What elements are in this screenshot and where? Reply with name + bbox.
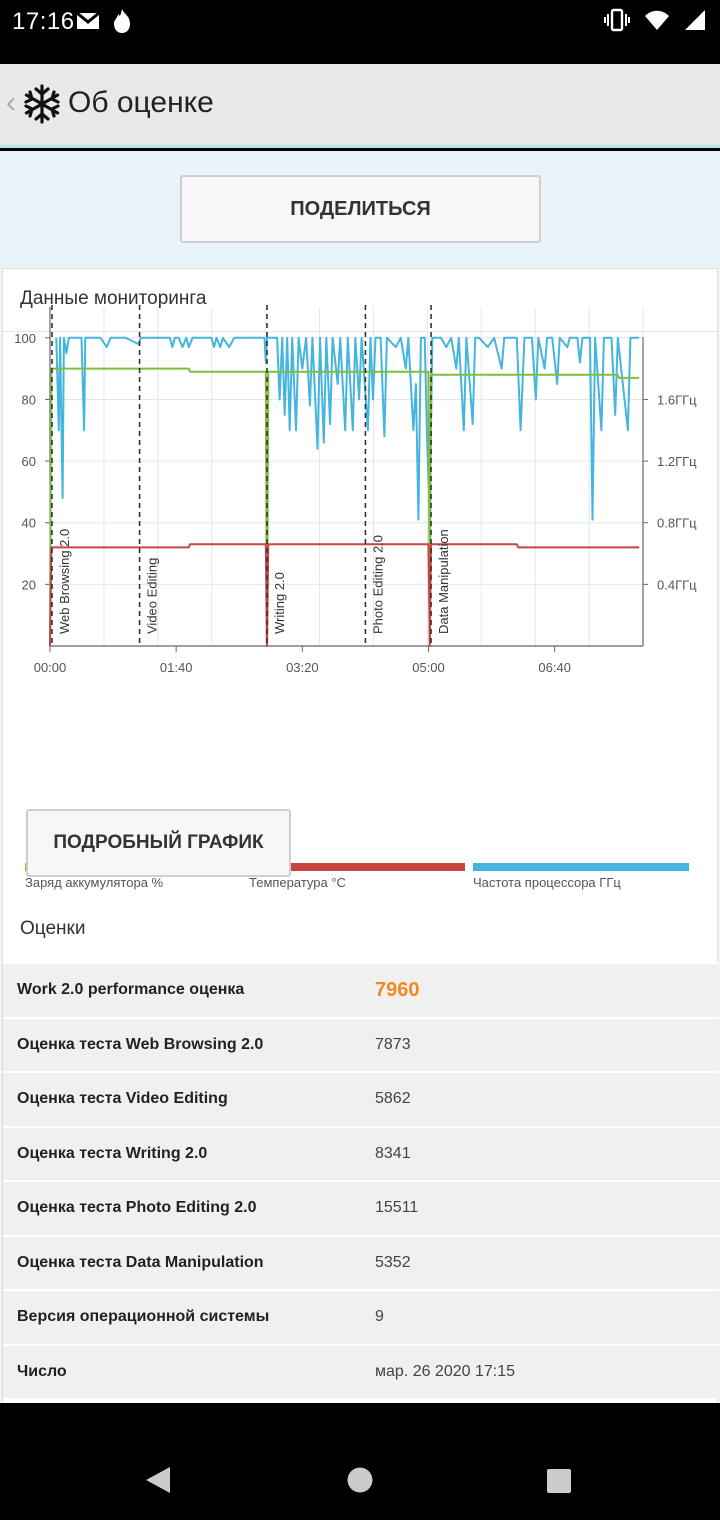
legend-label: Частота процессора ГГц — [473, 875, 621, 890]
wifi-icon — [645, 10, 669, 30]
x-tick-label: 00:00 — [34, 660, 67, 675]
table-row: Work 2.0 performance оценка 7960 — [3, 962, 719, 1017]
table-row: Оценка теста Photo Editing 2.0 15511 — [3, 1180, 719, 1235]
row-label: Оценка теста Data Manipulation — [17, 1253, 264, 1271]
chevron-left-icon[interactable]: ‹ — [6, 86, 16, 119]
legend-swatch — [249, 863, 465, 871]
row-value: 7873 — [375, 1035, 411, 1053]
test-marker-label: Data Manipulation — [436, 529, 451, 634]
series-line — [55, 336, 640, 521]
row-label: Версия операционной системы — [17, 1308, 270, 1326]
row-label: Оценка теста Web Browsing 2.0 — [17, 1035, 264, 1053]
row-label: Work 2.0 performance оценка — [17, 981, 245, 999]
signal-icon — [685, 10, 705, 30]
home-circle-icon[interactable] — [346, 1466, 374, 1494]
legend-item-temperature: Температура °C — [249, 863, 465, 890]
y-tick-label: 40 — [22, 516, 36, 531]
share-area: ПОДЕЛИТЬСЯ — [0, 151, 720, 269]
fire-icon — [114, 9, 130, 33]
system-icons — [604, 8, 706, 32]
detailed-graph-button[interactable]: ПОДРОБНЫЙ ГРАФИК — [26, 809, 291, 877]
test-marker-label: Photo Editing 2.0 — [370, 535, 385, 634]
divider — [3, 331, 719, 332]
row-label: Число — [17, 1362, 67, 1380]
y-tick-label: 20 — [22, 577, 36, 592]
series-line — [49, 367, 640, 647]
row-value: 15511 — [375, 1199, 419, 1217]
status-bar: 17:16 — [0, 0, 720, 64]
monitoring-card: Данные мониторинга 20 40 60 80 100 0.4ГГц 0.8Г… — [2, 268, 719, 1403]
recents-square-icon[interactable] — [546, 1468, 572, 1494]
scores-table: Work 2.0 performance оценка 7960 Оценка т… — [3, 962, 719, 1398]
y-tick-label: 80 — [22, 392, 36, 407]
x-tick-label: 06:40 — [538, 660, 571, 675]
legend-swatch — [473, 863, 689, 871]
table-row: Оценка теста Writing 2.0 8341 — [3, 1125, 719, 1180]
row-value: 9 — [375, 1308, 384, 1326]
table-row: Оценка теста Web Browsing 2.0 7873 — [3, 1016, 719, 1071]
row-label: Оценка теста Writing 2.0 — [17, 1144, 208, 1162]
row-value: 5352 — [375, 1253, 411, 1271]
table-row: Число мар. 26 2020 17:15 — [3, 1343, 719, 1398]
legend-label: Температура °C — [249, 875, 346, 890]
notification-icons — [76, 8, 134, 34]
legend-label: Заряд аккумулятора % — [25, 875, 164, 890]
y-tick-label: 100 — [14, 331, 36, 346]
back-triangle-icon[interactable] — [144, 1466, 172, 1494]
monitoring-title: Данные мониторинга — [20, 288, 207, 309]
row-value: мар. 26 2020 17:15 — [375, 1362, 516, 1380]
y-right-tick-label: 0.4ГГц — [657, 577, 697, 592]
y-right-tick-label: 1.6ГГц — [657, 392, 697, 407]
snowflake-logo-icon — [24, 84, 60, 124]
legend-item-cpu: Частота процессора ГГц — [473, 863, 689, 890]
series-line — [49, 543, 640, 647]
row-value: 7960 — [375, 978, 420, 1001]
table-row: Оценка теста Data Manipulation 5352 — [3, 1234, 719, 1289]
y-right-tick-label: 1.2ГГц — [657, 454, 697, 469]
x-tick-label: 05:00 — [412, 660, 445, 675]
table-row: Оценка теста Video Editing 5862 — [3, 1071, 719, 1126]
app-bar: ‹ Об оценке — [0, 64, 720, 148]
vibrate-icon — [604, 8, 630, 32]
navigation-bar — [0, 1403, 720, 1520]
status-time: 17:16 — [12, 8, 75, 35]
test-marker-label: Writing 2.0 — [272, 572, 287, 634]
test-marker-label: Web Browsing 2.0 — [57, 529, 72, 634]
x-tick-label: 03:20 — [286, 660, 319, 675]
scores-title: Оценки — [20, 918, 86, 939]
gmail-icon — [76, 11, 100, 29]
page-title: Об оценке — [68, 86, 214, 119]
row-label: Оценка теста Photo Editing 2.0 — [17, 1199, 257, 1217]
y-tick-label: 60 — [22, 454, 36, 469]
row-label: Оценка теста Video Editing — [17, 1090, 228, 1108]
test-marker-label: Video Editing — [145, 558, 160, 634]
share-button[interactable]: ПОДЕЛИТЬСЯ — [180, 175, 541, 243]
main-content: ПОДЕЛИТЬСЯ Данные мониторинга 20 40 60 80 10… — [0, 151, 720, 1403]
table-row: Версия операционной системы 9 — [3, 1289, 719, 1344]
x-tick-label: 01:40 — [160, 660, 193, 675]
monitoring-chart: 20 40 60 80 100 0.4ГГц 0.8ГГц 1.2ГГц 1.6ГГц 00:00… — [14, 305, 697, 675]
row-value: 5862 — [375, 1090, 411, 1108]
row-value: 8341 — [375, 1144, 411, 1162]
y-right-tick-label: 0.8ГГц — [657, 516, 697, 531]
